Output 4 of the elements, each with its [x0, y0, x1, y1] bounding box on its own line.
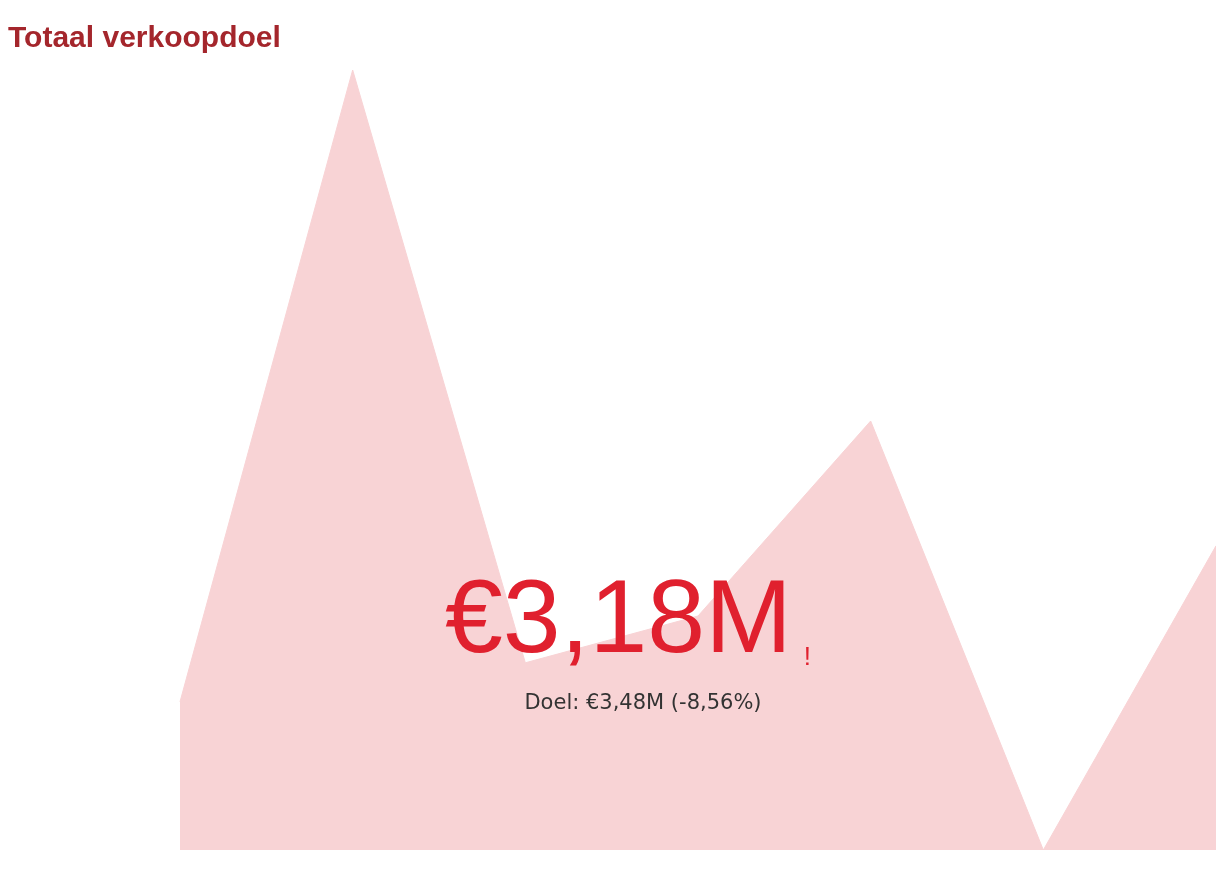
- annotation: Doel: €3,48M (-8,56%): [523, 690, 763, 714]
- annotation: €3,18M: [444, 558, 792, 674]
- annotation: !: [803, 641, 812, 671]
- chart-title: Totaal verkoopdoel: [8, 20, 281, 54]
